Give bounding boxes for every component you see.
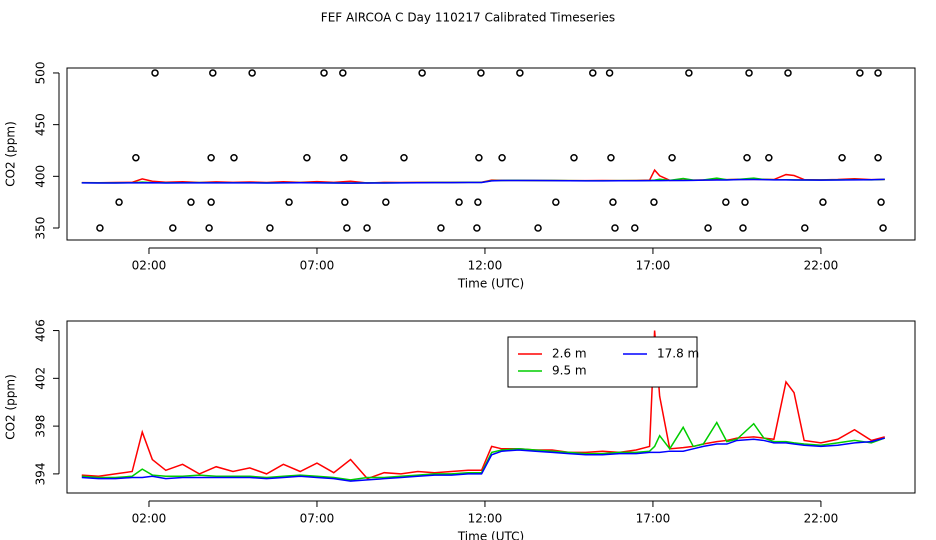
- y-tick-label: 450: [34, 113, 48, 136]
- data-point: [343, 224, 351, 232]
- data-point: [437, 224, 445, 232]
- plot-frame: [66, 67, 916, 241]
- data-point: [187, 198, 195, 206]
- data-point: [856, 69, 864, 77]
- data-point: [704, 224, 712, 232]
- legend-label: 17.8 m: [657, 347, 699, 361]
- data-point: [382, 198, 390, 206]
- data-point: [819, 198, 827, 206]
- data-point: [611, 224, 619, 232]
- y-axis-label: CO2 (ppm): [4, 374, 18, 440]
- data-point: [784, 69, 792, 77]
- plot-area: [81, 330, 886, 482]
- y-tick-label: 402: [34, 367, 48, 390]
- x-axis-label: Time (UTC): [457, 277, 524, 291]
- data-point: [745, 69, 753, 77]
- series-line: [81, 421, 886, 481]
- data-point: [477, 69, 485, 77]
- y-tick-label: 398: [34, 415, 48, 438]
- data-point: [801, 224, 809, 232]
- legend-label: 9.5 m: [552, 364, 587, 378]
- data-point: [285, 198, 293, 206]
- data-point: [207, 153, 215, 162]
- x-tick-label: 17:00: [636, 512, 671, 526]
- x-tick-label: 22:00: [804, 259, 839, 273]
- data-point: [570, 153, 578, 162]
- data-point: [266, 224, 274, 232]
- data-point: [418, 69, 426, 77]
- x-tick-label: 02:00: [132, 512, 167, 526]
- legend-box: [507, 336, 698, 388]
- y-tick-label: 394: [34, 462, 48, 485]
- plot-frame: [66, 320, 916, 494]
- data-point: [765, 153, 773, 162]
- data-point: [132, 153, 140, 162]
- x-tick-label: 07:00: [300, 259, 335, 273]
- data-point: [169, 224, 177, 232]
- x-tick-label: 22:00: [804, 512, 839, 526]
- chart-title: FEF AIRCOA C Day 110217 Calibrated Times…: [321, 11, 615, 25]
- y-tick-label: 400: [34, 165, 48, 188]
- legend-label: 2.6 m: [552, 347, 587, 361]
- data-point: [209, 69, 217, 77]
- data-point: [230, 153, 238, 162]
- y-tick-label: 350: [34, 217, 48, 240]
- plot-area: [81, 69, 887, 232]
- data-point: [400, 153, 408, 162]
- data-point: [607, 153, 615, 162]
- series-line: [81, 178, 885, 184]
- data-point: [589, 69, 597, 77]
- series-line: [81, 437, 885, 482]
- data-point: [475, 153, 483, 162]
- data-point: [303, 153, 311, 162]
- data-point: [339, 69, 347, 77]
- y-tick-label: 500: [34, 62, 48, 85]
- data-point: [743, 153, 751, 162]
- data-point: [474, 198, 482, 206]
- x-tick-label: 17:00: [636, 259, 671, 273]
- data-point: [552, 198, 560, 206]
- data-point: [668, 153, 676, 162]
- data-point: [96, 224, 104, 232]
- data-point: [605, 69, 614, 77]
- x-tick-label: 02:00: [132, 259, 167, 273]
- y-tick-label: 406: [34, 319, 48, 342]
- data-point: [874, 153, 882, 162]
- data-point: [609, 198, 617, 206]
- data-point: [741, 198, 749, 206]
- data-point: [722, 198, 730, 206]
- data-point: [739, 224, 747, 232]
- x-tick-label: 12:00: [468, 259, 503, 273]
- data-point: [650, 198, 658, 206]
- data-point: [455, 198, 463, 206]
- data-point: [631, 224, 639, 232]
- data-point: [498, 153, 506, 162]
- data-point: [874, 69, 882, 77]
- x-tick-label: 07:00: [300, 512, 335, 526]
- data-point: [879, 224, 887, 232]
- data-point: [877, 198, 885, 206]
- data-point: [115, 198, 123, 206]
- data-point: [205, 224, 213, 232]
- data-point: [151, 69, 159, 77]
- data-point: [534, 224, 542, 232]
- data-point: [341, 198, 349, 206]
- data-point: [516, 69, 524, 77]
- data-point: [363, 224, 371, 232]
- data-point: [473, 224, 481, 232]
- data-point: [207, 198, 215, 206]
- data-point: [320, 69, 328, 77]
- x-axis-label: Time (UTC): [457, 530, 524, 540]
- data-point: [838, 153, 846, 162]
- data-point: [685, 69, 693, 77]
- y-axis-label: CO2 (ppm): [4, 121, 18, 187]
- data-point: [248, 69, 256, 77]
- data-point: [340, 153, 348, 162]
- x-tick-label: 12:00: [468, 512, 503, 526]
